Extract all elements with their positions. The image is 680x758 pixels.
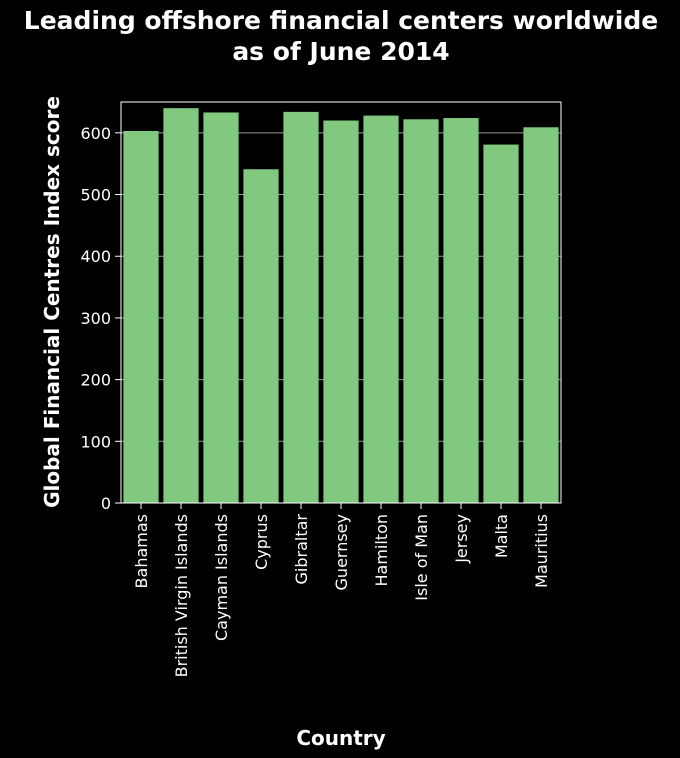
bar	[243, 169, 278, 503]
x-tick-label: Cyprus	[252, 514, 271, 570]
x-tick-label: Cayman Islands	[212, 514, 231, 641]
x-axis-ticks: Bahamas British Virgin Islands Cayman Isla…	[132, 503, 551, 677]
y-tick-label: 200	[80, 371, 111, 390]
bar	[323, 121, 358, 503]
bar	[443, 118, 478, 503]
chart-title-line-2: as of June 2014	[232, 37, 449, 66]
bar	[283, 112, 318, 503]
chart-title-line-1: Leading offshore financial centers world…	[24, 6, 658, 35]
x-tick-label: Malta	[492, 514, 511, 558]
bar	[523, 127, 558, 503]
y-tick-label: 100	[80, 432, 111, 451]
y-tick-label: 0	[101, 494, 111, 513]
y-axis-title: Global Financial Centres Index score	[40, 96, 64, 508]
x-tick-label: Mauritius	[532, 514, 551, 588]
x-tick-label: Guernsey	[332, 514, 351, 590]
bar	[483, 145, 518, 503]
x-tick-label: Isle of Man	[412, 514, 431, 601]
x-tick-label: Jersey	[452, 514, 471, 564]
bar	[403, 119, 438, 503]
bar	[163, 108, 198, 503]
x-axis-title: Country	[296, 726, 385, 750]
y-tick-label: 400	[80, 247, 111, 266]
x-tick-label: Bahamas	[132, 514, 151, 588]
bars	[123, 108, 558, 503]
y-axis-ticks: 0 100 200 300 400 500 600	[80, 124, 121, 513]
bar	[123, 131, 158, 503]
bar	[363, 116, 398, 503]
y-tick-label: 300	[80, 309, 111, 328]
x-tick-label: British Virgin Islands	[172, 514, 191, 677]
x-tick-label: Hamilton	[372, 514, 391, 587]
bar	[203, 112, 238, 503]
x-tick-label: Gibraltar	[292, 514, 311, 585]
y-tick-label: 500	[80, 186, 111, 205]
y-tick-label: 600	[80, 124, 111, 143]
